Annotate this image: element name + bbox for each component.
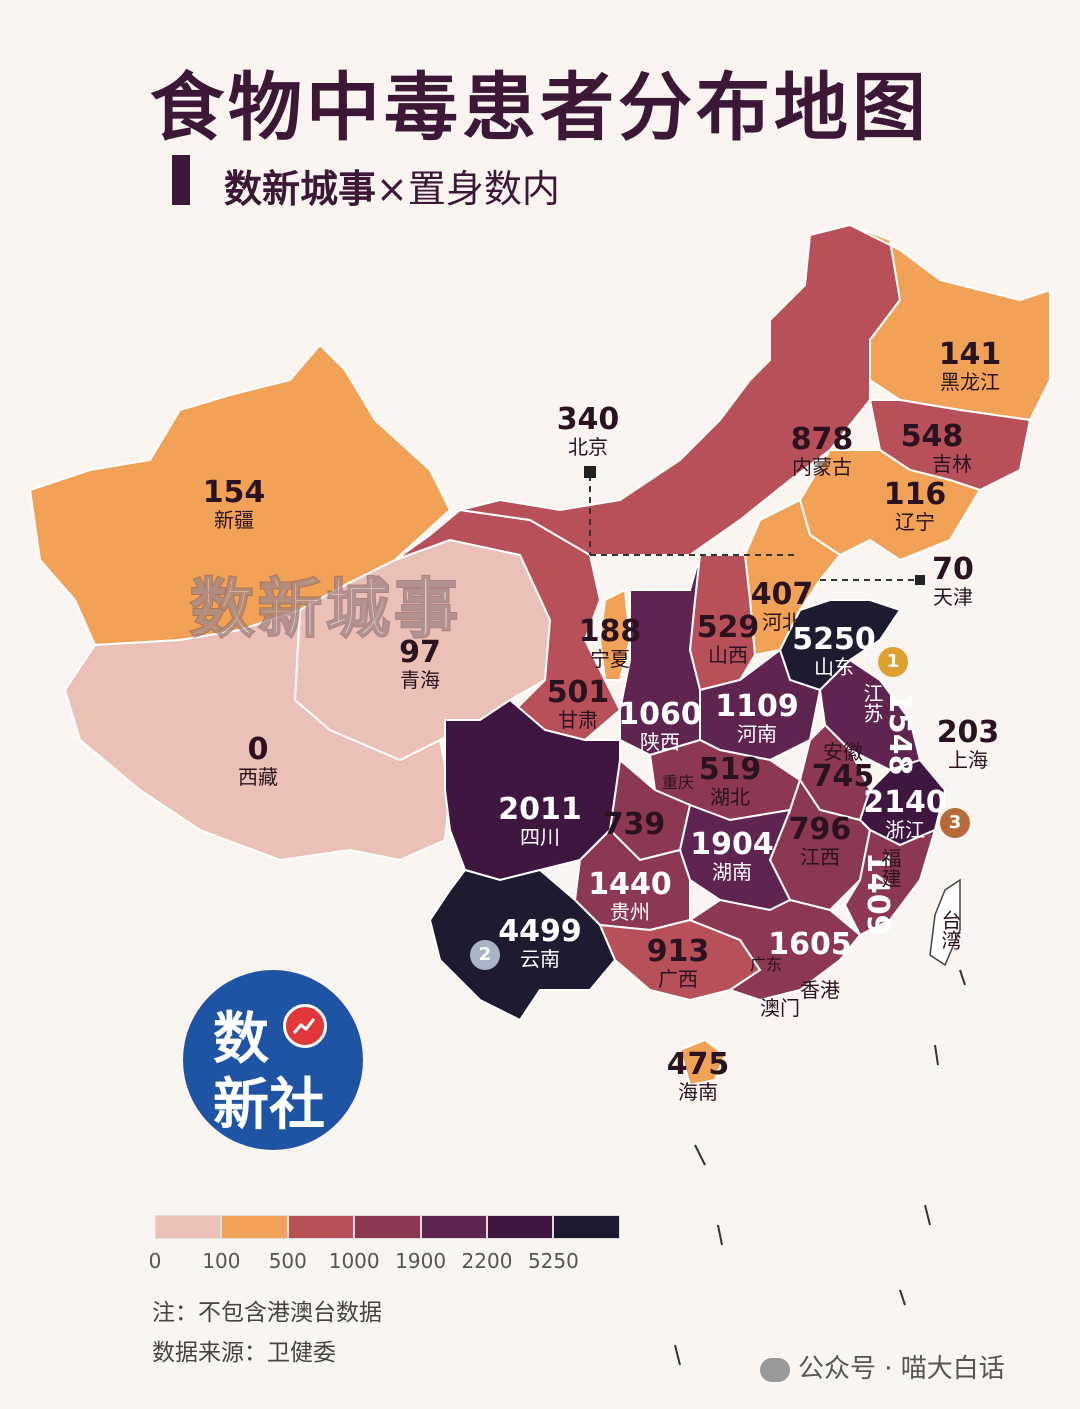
medal-bronze-icon: 3 xyxy=(940,808,970,838)
region-guangdong[interactable] xyxy=(687,898,862,1002)
watermark-text: 数新城事 xyxy=(189,572,462,648)
color-legend xyxy=(155,1215,620,1239)
label-guizhou: 1440 贵州 xyxy=(588,867,672,924)
label-hainan: 475 海南 xyxy=(666,1047,730,1104)
label-hubei: 519 湖北 xyxy=(698,752,762,809)
label-hongkong: 香港 xyxy=(800,978,840,1002)
label-shaanxi: 1060 陕西 xyxy=(618,697,702,754)
south-china-sea-dashes xyxy=(674,969,966,1366)
label-guangxi: 913 广西 xyxy=(646,934,710,991)
legend-swatch xyxy=(155,1215,222,1239)
legend-swatch xyxy=(553,1215,620,1239)
legend-tick-label: 500 xyxy=(268,1249,307,1273)
region-fujian[interactable] xyxy=(843,828,937,937)
page-title: 食物中毒患者分布地图 xyxy=(150,65,930,151)
medal-gold-icon: 1 xyxy=(878,647,908,677)
label-fujian-name: 福建 xyxy=(878,848,902,888)
label-anhui: 安徽 745 xyxy=(811,740,875,794)
label-taiwan: 台湾 xyxy=(938,910,962,950)
label-xinjiang: 154 新疆 xyxy=(202,475,266,532)
label-xizang: 0 西藏 xyxy=(238,732,278,789)
label-guangdong: 1605 xyxy=(768,927,852,962)
legend-tick-label: 1000 xyxy=(328,1249,380,1273)
label-gansu: 501 甘肃 xyxy=(546,675,610,732)
label-liaoning: 116 辽宁 xyxy=(883,477,947,534)
label-ningxia: 188 宁夏 xyxy=(578,614,642,671)
label-qinghai: 97 青海 xyxy=(399,635,441,692)
label-hebei: 407 河北 xyxy=(750,577,814,634)
legend-swatch xyxy=(221,1215,288,1239)
legend-swatch xyxy=(486,1215,554,1239)
label-jiangsu-name: 江苏 xyxy=(860,683,884,723)
subtitle: 数新城事×置身数内 xyxy=(224,158,560,213)
note-exclusion: 注：不包含港澳台数据 xyxy=(152,1300,382,1326)
label-jiangxi: 796 江西 xyxy=(788,812,852,869)
label-jiangsu: 1548 xyxy=(882,692,917,776)
label-shandong: 5250 山东 xyxy=(792,622,876,679)
label-chongqing: 739 xyxy=(602,807,666,842)
region-ningxia[interactable] xyxy=(598,588,632,681)
legend-swatch xyxy=(354,1215,421,1239)
medal-silver-icon: 2 xyxy=(470,940,500,970)
label-shanghai: 203 上海 xyxy=(936,715,1000,772)
subtitle-accent-bar xyxy=(172,155,190,205)
label-guangdong-name: 广东 xyxy=(749,955,783,974)
label-sichuan: 2011 四川 xyxy=(498,792,582,849)
region-hainan[interactable] xyxy=(678,1038,727,1087)
wechat-icon xyxy=(760,1357,790,1382)
legend-swatch xyxy=(287,1215,355,1239)
label-shanxi: 529 山西 xyxy=(696,610,760,667)
label-beijing: 340 北京 xyxy=(556,402,620,459)
label-henan: 1109 河南 xyxy=(715,689,799,746)
tianjin-marker xyxy=(915,575,925,585)
legend-tick-label: 0 xyxy=(148,1249,162,1273)
footer-wechat-account: 公众号 · 喵大白话 xyxy=(760,1348,1005,1385)
trend-chart-icon xyxy=(283,1004,327,1048)
label-chongqing-name: 重庆 xyxy=(661,773,695,792)
region-yunnan[interactable] xyxy=(428,868,617,1022)
label-hunan: 1904 湖南 xyxy=(690,827,774,884)
note-source: 数据来源：卫健委 xyxy=(152,1340,336,1366)
label-heilongjiang: 141 黑龙江 xyxy=(938,337,1002,394)
logo-text-1: 数 xyxy=(213,1007,269,1072)
legend-tick-label: 100 xyxy=(202,1249,241,1273)
legend-swatch xyxy=(420,1215,487,1239)
label-yunnan: 4499 云南 xyxy=(498,914,582,971)
legend-tick-label: 2200 xyxy=(461,1249,513,1273)
region-taiwan xyxy=(929,878,961,967)
label-fujian: 1409 xyxy=(860,852,895,936)
legend-tick-label: 1900 xyxy=(395,1249,447,1273)
subtitle-partner: 置身数内 xyxy=(407,167,560,211)
subtitle-brand: 数新城事 xyxy=(224,167,377,211)
label-macau: 澳门 xyxy=(760,996,800,1020)
beijing-marker xyxy=(584,466,596,478)
logo-text-2: 新社 xyxy=(213,1073,325,1138)
label-zhejiang: 2140 浙江 xyxy=(863,785,947,842)
legend-tick-label: 5250 xyxy=(527,1249,579,1273)
label-neimenggu: 878 内蒙古 xyxy=(790,422,854,479)
label-jilin: 548 吉林 xyxy=(900,419,972,476)
subtitle-separator: × xyxy=(376,167,408,211)
brand-logo: 数 新社 xyxy=(183,970,363,1150)
label-tianjin: 70 天津 xyxy=(932,552,974,609)
